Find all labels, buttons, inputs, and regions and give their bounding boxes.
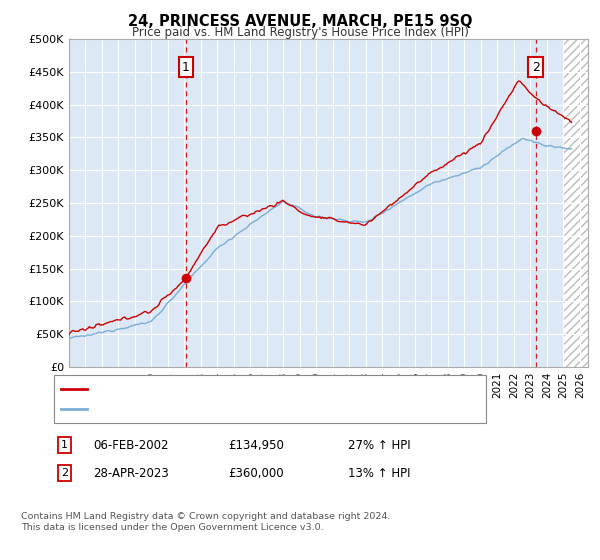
Bar — [563, 39, 588, 367]
Text: 24, PRINCESS AVENUE, MARCH, PE15 9SQ (detached house): 24, PRINCESS AVENUE, MARCH, PE15 9SQ (de… — [91, 384, 421, 394]
Text: 27% ↑ HPI: 27% ↑ HPI — [348, 438, 410, 452]
Text: £134,950: £134,950 — [228, 438, 284, 452]
Text: 13% ↑ HPI: 13% ↑ HPI — [348, 466, 410, 480]
Text: 28-APR-2023: 28-APR-2023 — [93, 466, 169, 480]
Bar — [563, 39, 588, 367]
Text: 1: 1 — [61, 440, 68, 450]
Text: 24, PRINCESS AVENUE, MARCH, PE15 9SQ: 24, PRINCESS AVENUE, MARCH, PE15 9SQ — [128, 14, 472, 29]
Text: 1: 1 — [182, 60, 190, 73]
Text: 2: 2 — [532, 60, 540, 73]
Text: HPI: Average price, detached house, Fenland: HPI: Average price, detached house, Fenl… — [91, 404, 337, 414]
Text: £360,000: £360,000 — [228, 466, 284, 480]
Text: Contains HM Land Registry data © Crown copyright and database right 2024.
This d: Contains HM Land Registry data © Crown c… — [21, 512, 391, 532]
Text: 06-FEB-2002: 06-FEB-2002 — [93, 438, 169, 452]
Text: Price paid vs. HM Land Registry's House Price Index (HPI): Price paid vs. HM Land Registry's House … — [131, 26, 469, 39]
Text: 2: 2 — [61, 468, 68, 478]
